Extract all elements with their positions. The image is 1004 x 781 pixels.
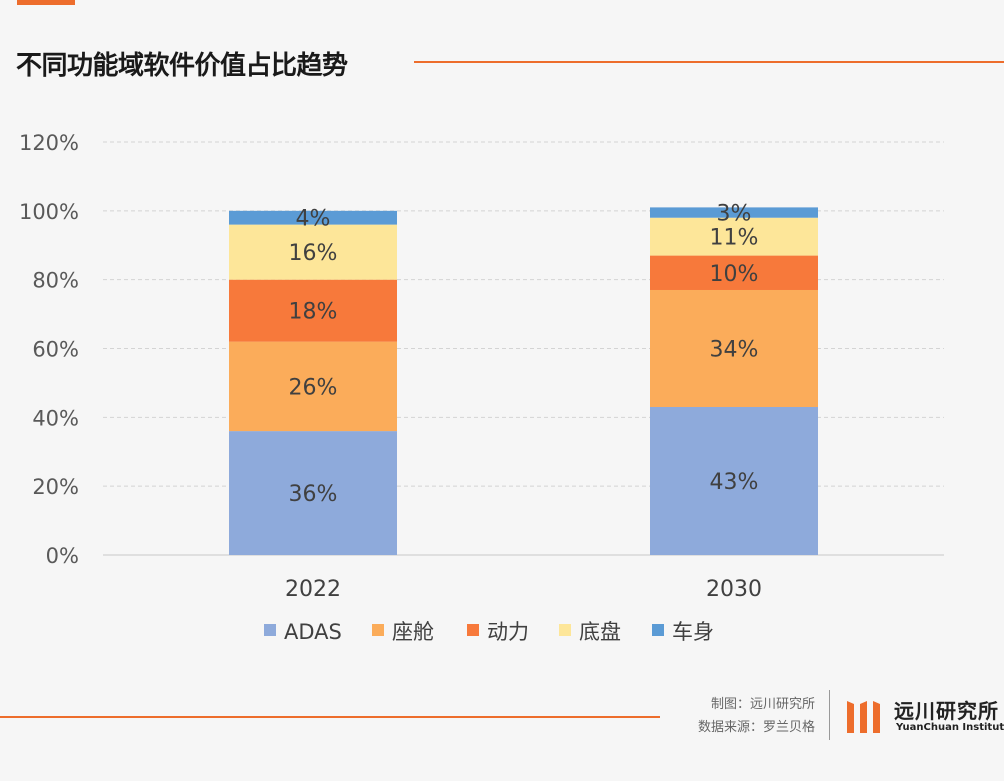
legend-swatch	[559, 624, 571, 636]
data-label: 18%	[289, 300, 338, 325]
bar-segment	[650, 207, 818, 218]
page-title: 不同功能域软件价值占比趋势	[16, 51, 348, 81]
title-rule	[414, 61, 1004, 63]
y-tick-label: 80%	[32, 269, 79, 293]
x-tick-label: 2030	[706, 577, 762, 602]
footer-rule	[0, 716, 660, 718]
bar-segment	[229, 341, 397, 432]
chart-credit: 制图：远川研究所	[710, 697, 815, 712]
logo-text: 远川研究所	[894, 699, 999, 723]
bar-segment	[650, 217, 818, 256]
data-label: 43%	[710, 470, 759, 495]
legend-label: ADAS	[284, 620, 342, 644]
data-label: 16%	[289, 241, 338, 266]
legend-swatch	[467, 624, 479, 636]
data-label: 34%	[710, 338, 759, 363]
legend-label: 座舱	[392, 620, 434, 644]
data-label: 11%	[710, 226, 759, 251]
y-tick-label: 100%	[19, 200, 79, 224]
legend-swatch	[372, 624, 384, 636]
y-tick-label: 60%	[32, 338, 79, 362]
data-label: 36%	[289, 482, 338, 507]
legend-swatch	[264, 624, 276, 636]
y-tick-label: 0%	[46, 544, 79, 568]
data-source: 数据来源：罗兰贝格	[697, 720, 815, 735]
y-tick-label: 120%	[19, 131, 79, 155]
x-tick-label: 2022	[285, 577, 341, 602]
legend-label: 动力	[487, 620, 529, 644]
orange-bars-icon	[847, 701, 880, 733]
data-label: 4%	[296, 207, 331, 232]
data-label: 10%	[710, 262, 759, 287]
bar-segment	[229, 431, 397, 555]
bar-segment	[229, 279, 397, 342]
logo-subtext: YuanChuan Institution	[896, 722, 1004, 733]
bar-segment	[650, 289, 818, 408]
legend-swatch	[652, 624, 664, 636]
bar-segment	[229, 210, 397, 225]
legend-label: 车身	[672, 620, 714, 644]
bar-segment	[229, 224, 397, 280]
legend-label: 底盘	[579, 620, 621, 644]
data-label: 3%	[717, 202, 752, 227]
bar-segment	[650, 407, 818, 555]
bar-segment	[650, 255, 818, 290]
logo-divider	[829, 690, 830, 740]
y-tick-label: 20%	[32, 475, 79, 499]
top-accent-bar	[17, 0, 75, 5]
data-label: 26%	[289, 375, 338, 400]
y-tick-label: 40%	[32, 406, 79, 430]
